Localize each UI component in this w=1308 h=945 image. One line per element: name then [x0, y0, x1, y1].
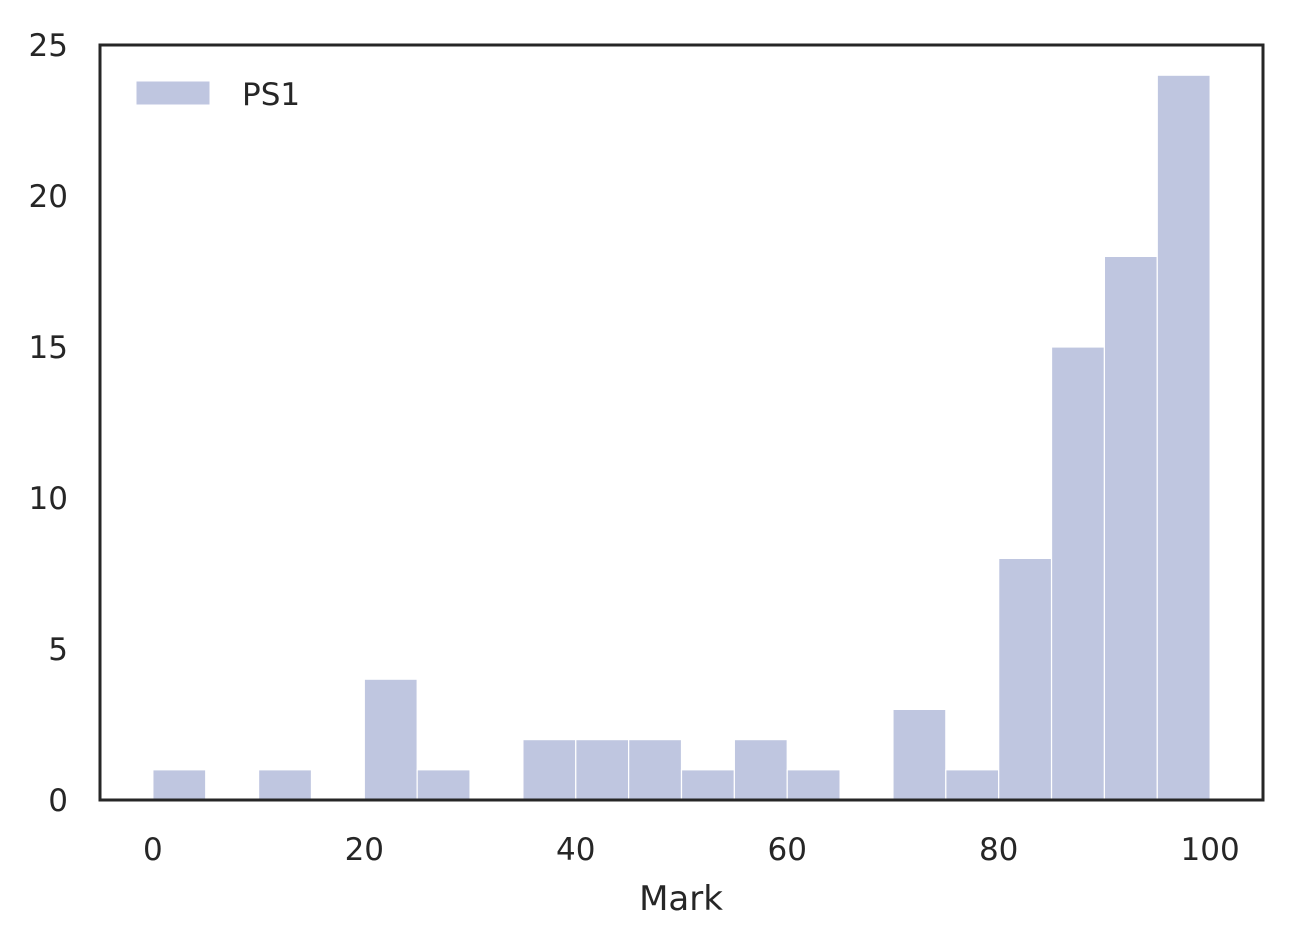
y-tick-label: 15 [29, 330, 68, 366]
histogram-bar-0 [152, 769, 207, 801]
plot-frame [98, 43, 1265, 802]
x-tick-label: 20 [345, 832, 384, 868]
histogram-bar-9 [628, 738, 683, 801]
histogram-bar-7 [522, 738, 577, 801]
histogram-bar-16 [998, 557, 1053, 801]
histogram-bar-12 [786, 769, 841, 801]
histogram-bar-5 [416, 769, 471, 801]
y-tick-label: 20 [29, 179, 68, 215]
x-tick-labels: 0 20 40 60 80 100 [143, 832, 1240, 868]
histogram-bar-14 [892, 708, 947, 801]
histogram-bar-18 [1103, 255, 1158, 801]
legend-swatch [135, 80, 211, 106]
y-tick-label: 5 [48, 632, 68, 668]
x-axis-label: Mark [639, 879, 723, 919]
y-tick-labels: 0 5 10 15 20 25 [29, 28, 68, 819]
legend-label: PS1 [242, 77, 300, 113]
x-tick-label: 100 [1181, 832, 1240, 868]
histogram-bar-4 [363, 678, 418, 801]
y-tick-label: 25 [29, 28, 68, 64]
histogram-bar-17 [1050, 346, 1106, 801]
histogram-bar-15 [945, 769, 1000, 801]
histogram-bar-11 [733, 738, 788, 801]
legend: PS1 [135, 77, 300, 113]
histogram-bar-2 [257, 769, 313, 801]
y-tick-label: 10 [29, 481, 68, 517]
bars-layer [152, 74, 1211, 801]
x-tick-label: 60 [768, 832, 807, 868]
histogram-bar-19 [1156, 74, 1211, 801]
histogram-bar-8 [575, 738, 630, 801]
x-tick-label: 80 [979, 832, 1018, 868]
y-tick-label: 0 [48, 783, 68, 819]
x-tick-label: 40 [556, 832, 595, 868]
histogram-bar-10 [680, 769, 735, 801]
x-tick-label: 0 [143, 832, 163, 868]
